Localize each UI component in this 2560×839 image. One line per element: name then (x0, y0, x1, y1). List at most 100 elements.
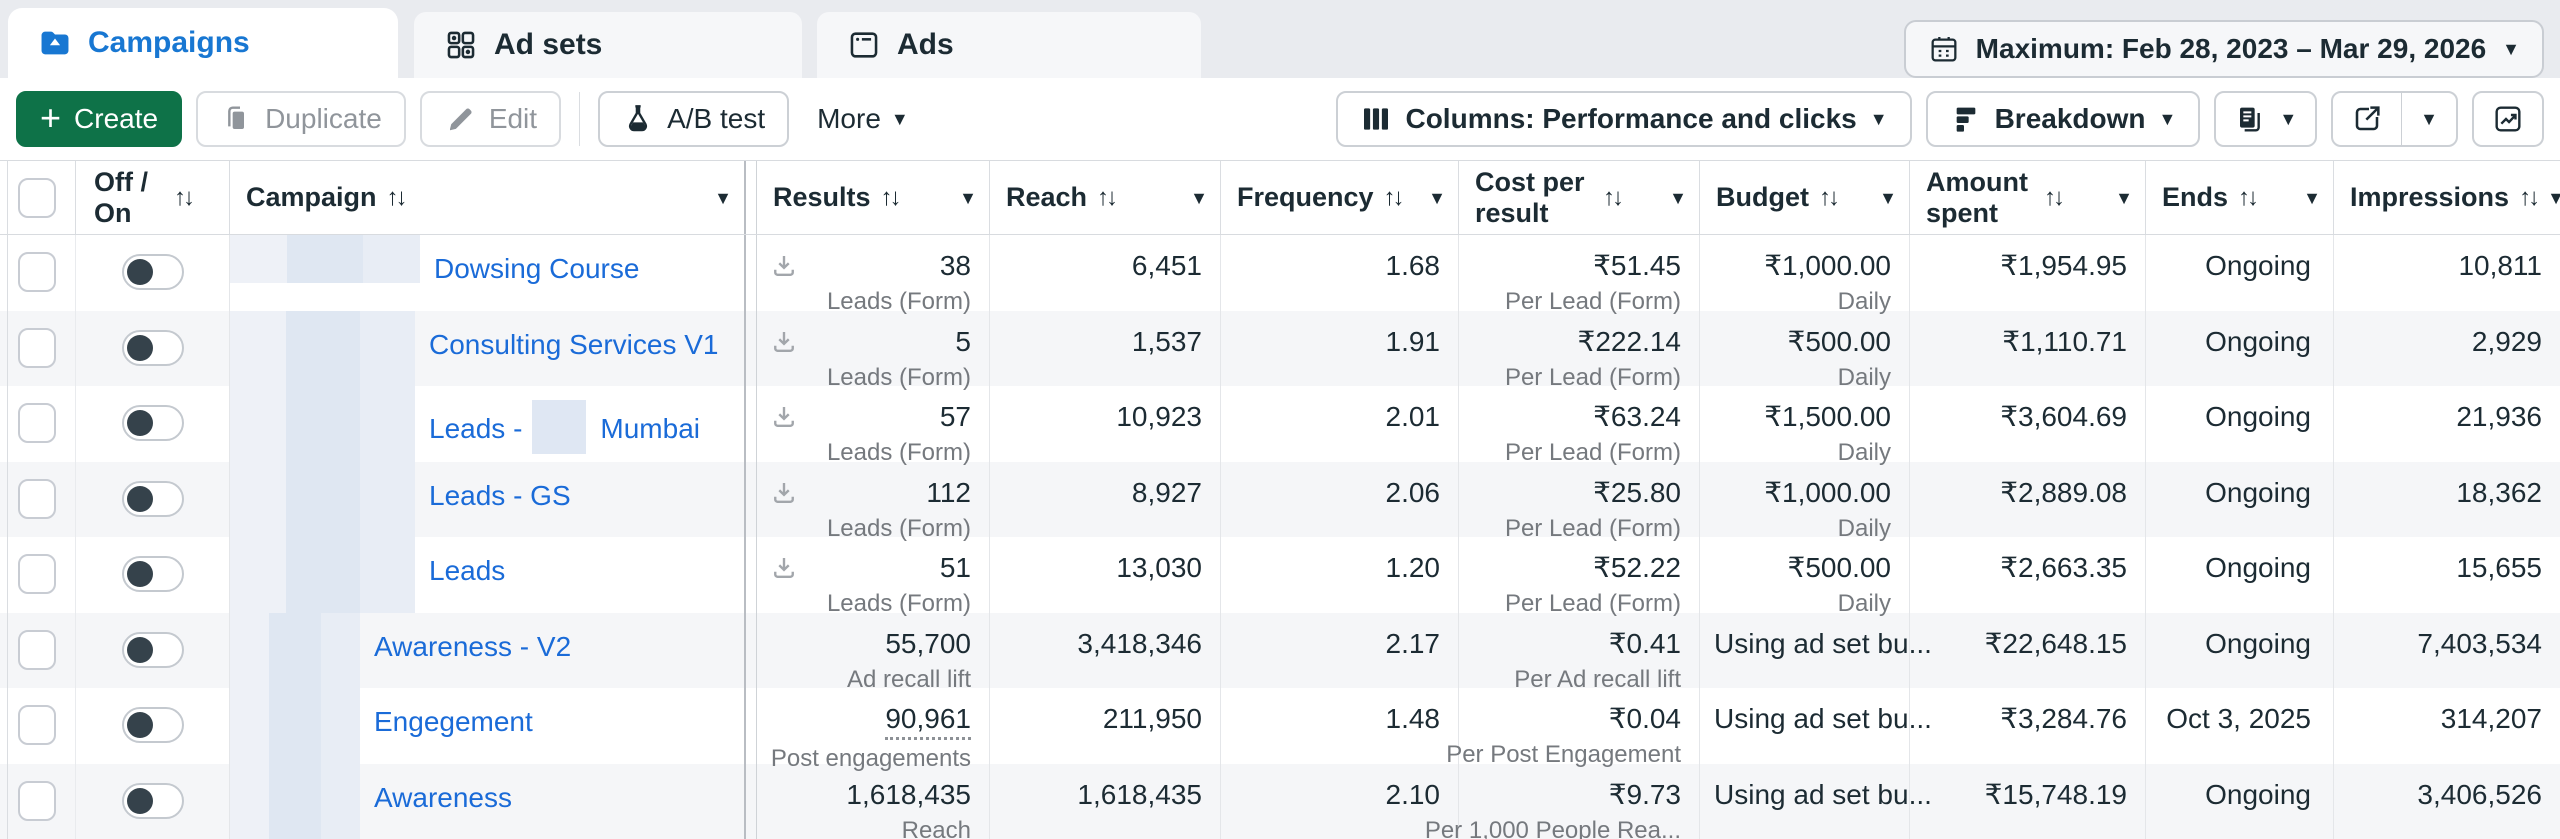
create-button[interactable]: + Create (16, 91, 183, 147)
row-checkbox[interactable] (18, 478, 56, 519)
chevron-down-icon[interactable]: ▼ (1879, 187, 1897, 208)
row-checkbox[interactable] (18, 327, 56, 368)
campaign-name-cell: Leads (230, 537, 746, 613)
row-checkbox[interactable] (18, 554, 56, 594)
sort-icon[interactable]: ↑↓ (386, 183, 408, 211)
plus-icon: + (40, 96, 62, 138)
results-cell: 55,700 Ad recall lift (757, 612, 990, 693)
campaign-link[interactable]: Awareness - V2 (374, 630, 572, 662)
header-budget[interactable]: Budget ↑↓ ▼ (1700, 161, 1910, 234)
header-results[interactable]: Results ↑↓ ▼ (757, 161, 990, 234)
frozen-pane-divider[interactable] (746, 161, 757, 234)
results-type: Leads (Form) (826, 439, 971, 466)
campaign-link[interactable]: Awareness (374, 781, 513, 813)
header-campaign[interactable]: Campaign ↑↓ ▼ (230, 161, 746, 234)
campaign-toggle-off[interactable] (122, 631, 184, 668)
header-impressions[interactable]: Impressions ↑↓ ▼ (2334, 161, 2560, 234)
frequency-cell: 2.06 (1221, 461, 1459, 537)
campaign-toggle-off[interactable] (122, 329, 184, 366)
calendar-icon (1931, 37, 1957, 62)
ab-test-button[interactable]: A/B test (598, 91, 790, 147)
header-cost-per-result[interactable]: Cost per result ↑↓ ▼ (1459, 161, 1700, 234)
sort-icon[interactable]: ↑↓ (1097, 183, 1118, 211)
results-cell: 57 Leads (Form) (757, 386, 990, 466)
row-checkbox[interactable] (18, 252, 56, 292)
select-all-checkbox[interactable] (18, 177, 56, 218)
campaign-name-cell: Leads - GS (230, 461, 746, 537)
campaign-link[interactable]: Leads - Mumbai (429, 400, 700, 454)
header-off-on[interactable]: Off / On ↑↓ (76, 161, 230, 234)
toggle-knob (127, 787, 153, 814)
header-frequency[interactable]: Frequency ↑↓ ▼ (1221, 161, 1459, 234)
redacted-text-inline (532, 400, 587, 454)
cost-per-result-cell: ₹0.41 Per Ad recall lift (1459, 612, 1700, 693)
download-icon[interactable] (769, 553, 799, 583)
campaign-toggle-off[interactable] (122, 707, 184, 743)
sort-icon[interactable]: ↑↓ (2519, 183, 2540, 211)
campaign-link[interactable]: Leads - GS (429, 479, 571, 511)
campaign-link[interactable]: Dowsing Course (434, 253, 640, 284)
amount-spent-cell: ₹3,284.76 (1910, 688, 2146, 764)
chevron-down-icon[interactable]: ▼ (2115, 187, 2133, 208)
sort-icon[interactable]: ↑↓ (2044, 183, 2065, 211)
toggle-knob (127, 334, 153, 361)
sort-icon[interactable]: ↑↓ (2238, 183, 2259, 211)
chevron-down-icon[interactable]: ▼ (1190, 187, 1208, 208)
edit-button[interactable]: Edit (419, 91, 562, 147)
chevron-down-icon[interactable]: ▼ (959, 187, 977, 208)
tab-ads[interactable]: Ads (817, 12, 1201, 78)
row-select-cell (0, 386, 76, 462)
reports-button[interactable]: ▼ (2214, 91, 2318, 147)
header-ends[interactable]: Ends ↑↓ ▼ (2146, 161, 2334, 234)
chevron-down-icon[interactable]: ▼ (2303, 187, 2321, 208)
export-options-button[interactable]: ▼ (2402, 93, 2456, 145)
sort-icon[interactable]: ↑↓ (1603, 183, 1624, 211)
tab-ad-sets[interactable]: Ad sets (414, 12, 802, 78)
download-icon[interactable] (769, 327, 799, 357)
date-range-button[interactable]: Maximum: Feb 28, 2023 – Mar 29, 2026 ▼ (1903, 20, 2544, 78)
tab-campaigns[interactable]: Campaigns (8, 8, 398, 78)
cost-per-result-cell: ₹25.80 Per Lead (Form) (1459, 461, 1700, 542)
header-reach[interactable]: Reach ↑↓ ▼ (990, 161, 1221, 234)
download-icon[interactable] (769, 251, 799, 281)
campaign-toggle-off[interactable] (122, 405, 184, 441)
results-type: Reach (901, 816, 971, 839)
download-icon[interactable] (769, 478, 799, 508)
redacted-text-block (230, 688, 360, 764)
campaign-link[interactable]: Engegement (374, 706, 533, 737)
columns-button[interactable]: Columns: Performance and clicks ▼ (1336, 91, 1912, 147)
campaign-toggle-off[interactable] (122, 480, 184, 517)
sort-icon[interactable]: ↑↓ (880, 183, 902, 211)
reach-cell: 1,537 (990, 310, 1221, 386)
duplicate-button[interactable]: Duplicate (196, 91, 406, 147)
sort-icon[interactable]: ↑↓ (174, 183, 195, 211)
chevron-down-icon[interactable]: ▼ (1428, 187, 1446, 208)
export-button[interactable] (2333, 93, 2401, 145)
campaign-toggle-off[interactable] (122, 782, 184, 819)
frozen-pane-gap (746, 537, 757, 613)
row-checkbox[interactable] (18, 780, 56, 821)
campaign-link[interactable]: Leads (429, 555, 506, 586)
campaign-toggle-off[interactable] (122, 254, 184, 290)
chevron-down-icon[interactable]: ▼ (714, 187, 732, 208)
breakdown-button[interactable]: Breakdown ▼ (1925, 91, 2201, 147)
toggle-knob (127, 561, 153, 587)
row-checkbox[interactable] (18, 403, 56, 443)
frozen-pane-gap (746, 310, 757, 386)
download-icon[interactable] (769, 402, 799, 432)
edit-pencil-icon (449, 108, 472, 131)
sort-icon[interactable]: ↑↓ (1818, 183, 1840, 211)
sort-icon[interactable]: ↑↓ (1383, 183, 1405, 211)
chevron-down-icon[interactable]: ▼ (2547, 187, 2560, 208)
more-button[interactable]: More ▼ (803, 91, 923, 147)
row-checkbox[interactable] (18, 705, 56, 745)
header-amount-spent[interactable]: Amount spent ↑↓ ▼ (1910, 161, 2146, 234)
chevron-down-icon: ▼ (2158, 109, 2177, 129)
campaign-toggle-off[interactable] (122, 556, 184, 592)
charts-button[interactable] (2472, 91, 2544, 147)
campaign-link[interactable]: Consulting Services V1 (429, 328, 719, 360)
row-checkbox[interactable] (18, 629, 56, 670)
results-value: 112 (926, 476, 971, 508)
chevron-down-icon[interactable]: ▼ (1669, 187, 1687, 208)
date-range-label: Maximum: Feb 28, 2023 – Mar 29, 2026 (1975, 33, 2487, 64)
